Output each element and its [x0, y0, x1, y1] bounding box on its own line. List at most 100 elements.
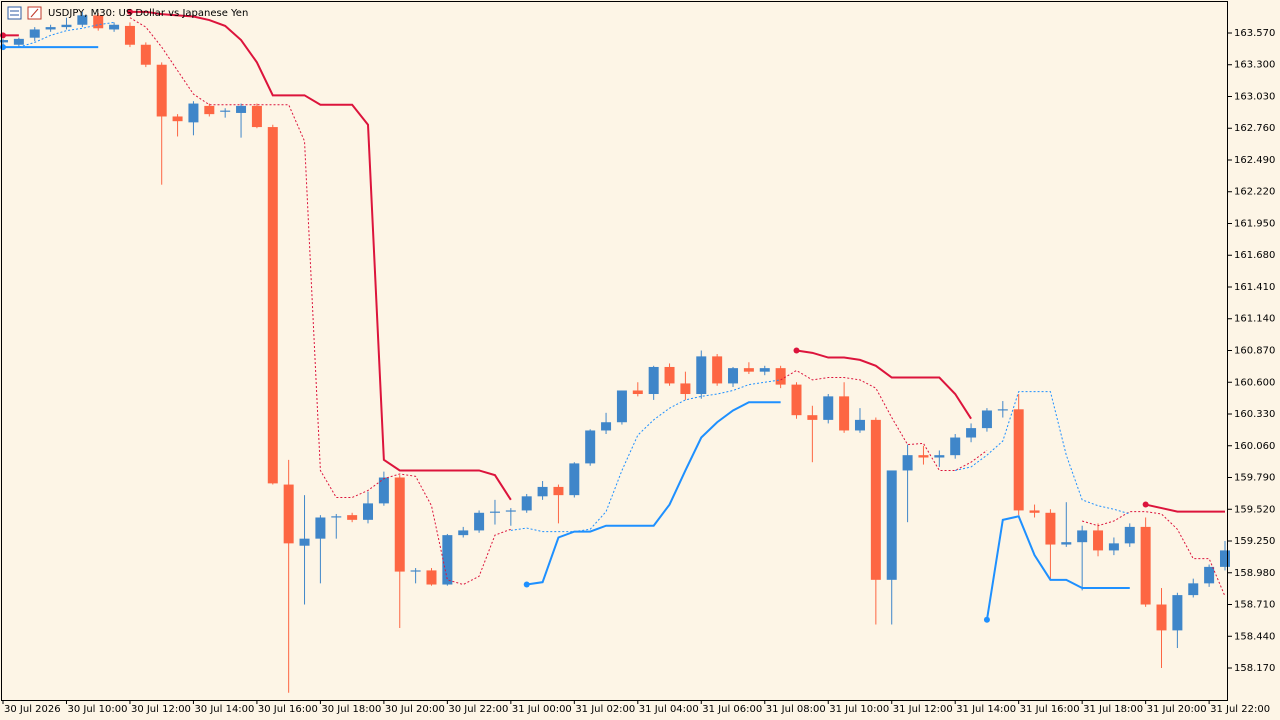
candle-body — [378, 477, 389, 504]
candle-body — [712, 356, 723, 384]
candle-body — [93, 15, 104, 29]
y-tick-label: 158.980 — [1234, 568, 1275, 579]
candle-body — [854, 419, 865, 431]
y-tick-label: 158.440 — [1234, 631, 1275, 642]
candle-body — [156, 64, 167, 117]
y-tick-label: 161.950 — [1234, 218, 1275, 229]
y-tick-label: 158.170 — [1234, 663, 1275, 674]
candle-body — [426, 570, 437, 585]
chart-title: USDJPY, M30: US Dollar vs Japanese Yen — [48, 8, 248, 19]
candle-body — [680, 383, 691, 395]
candle-body — [1013, 409, 1024, 511]
x-tick-label: 31 Jul 08:00 — [766, 704, 826, 715]
candle-body — [775, 368, 786, 385]
candle-body — [902, 455, 913, 471]
candle-body — [140, 44, 151, 65]
candle-body — [569, 463, 580, 496]
x-tick-label: 31 Jul 18:00 — [1083, 704, 1143, 715]
candle-body — [886, 470, 897, 580]
overlay-line — [510, 379, 781, 533]
y-tick-label: 158.710 — [1234, 600, 1275, 611]
x-tick-label: 30 Jul 20:00 — [385, 704, 445, 715]
y-tick-label: 162.220 — [1234, 187, 1275, 198]
y-tick-label: 162.490 — [1234, 155, 1275, 166]
line-start-dot — [1142, 501, 1149, 508]
y-tick-label: 160.600 — [1234, 377, 1275, 388]
y-tick-label: 161.680 — [1234, 250, 1275, 261]
candle-body — [1204, 566, 1215, 584]
x-tick-label: 31 Jul 20:00 — [1147, 704, 1207, 715]
candle-body — [204, 105, 215, 115]
y-tick-label: 160.870 — [1234, 346, 1275, 357]
candle-body — [77, 15, 88, 25]
plot-frame — [1, 1, 1228, 701]
x-tick-label: 31 Jul 12:00 — [893, 704, 953, 715]
candle-body — [839, 396, 850, 431]
candle-body — [315, 517, 326, 539]
candle-body — [13, 38, 24, 45]
y-tick-label: 159.250 — [1234, 536, 1275, 547]
y-tick-label: 161.140 — [1234, 314, 1275, 325]
line-start-dot — [793, 347, 800, 354]
candle-body — [759, 368, 770, 372]
candle-body — [474, 512, 485, 531]
candle-body — [61, 24, 72, 28]
overlay-line — [129, 17, 512, 586]
title-icons — [7, 6, 42, 20]
candle-body — [29, 29, 40, 38]
x-tick-label: 31 Jul 14:00 — [956, 704, 1016, 715]
candle-body — [966, 428, 977, 438]
candle-body — [950, 437, 961, 456]
candle-body — [172, 116, 183, 122]
candle-body — [870, 419, 881, 580]
candle-body — [823, 396, 834, 420]
candle-body — [1156, 604, 1167, 631]
candle-body — [616, 390, 627, 423]
candle-body — [236, 105, 247, 113]
candle-body — [267, 127, 278, 484]
candle-body — [109, 24, 120, 30]
x-tick-label: 31 Jul 10:00 — [829, 704, 889, 715]
x-tick-label: 30 Jul 12:00 — [131, 704, 191, 715]
candle-body — [0, 40, 8, 43]
candle-body — [251, 105, 262, 128]
y-tick-label: 163.030 — [1234, 91, 1275, 102]
line-start-dot — [126, 8, 133, 15]
candle-body — [188, 103, 199, 123]
candle-body — [664, 366, 675, 384]
candle-body — [807, 415, 818, 420]
icon — [7, 6, 22, 20]
candle-body — [696, 356, 707, 395]
overlay-line — [796, 349, 972, 420]
candle-body — [601, 422, 612, 431]
x-tick-label: 30 Jul 14:00 — [194, 704, 254, 715]
x-tick-label: 30 Jul 10:00 — [67, 704, 127, 715]
candle-body — [1077, 530, 1088, 543]
overlay-line — [1145, 503, 1225, 513]
candle-body — [283, 484, 294, 544]
overlay-line — [526, 401, 781, 586]
candle-body — [981, 410, 992, 429]
candle-body — [410, 570, 421, 572]
x-tick-label: 31 Jul 16:00 — [1020, 704, 1080, 715]
overlay-line — [129, 10, 512, 501]
candle-body — [394, 477, 405, 572]
overlay-line — [985, 515, 1130, 620]
y-tick-label: 159.520 — [1234, 504, 1275, 515]
candle-body — [220, 110, 231, 112]
y-tick-label: 160.330 — [1234, 409, 1275, 420]
candle-body — [45, 27, 56, 30]
candle-body — [1140, 526, 1151, 605]
candle-body — [458, 530, 469, 536]
candle-body — [1172, 595, 1183, 631]
candle-body — [1093, 530, 1104, 551]
candle-body — [537, 486, 548, 497]
x-tick-label: 31 Jul 04:00 — [639, 704, 699, 715]
candle-body — [1029, 510, 1040, 513]
line-start-dot — [0, 32, 6, 39]
y-tick-label: 161.410 — [1234, 282, 1275, 293]
x-tick-label: 31 Jul 00:00 — [512, 704, 572, 715]
